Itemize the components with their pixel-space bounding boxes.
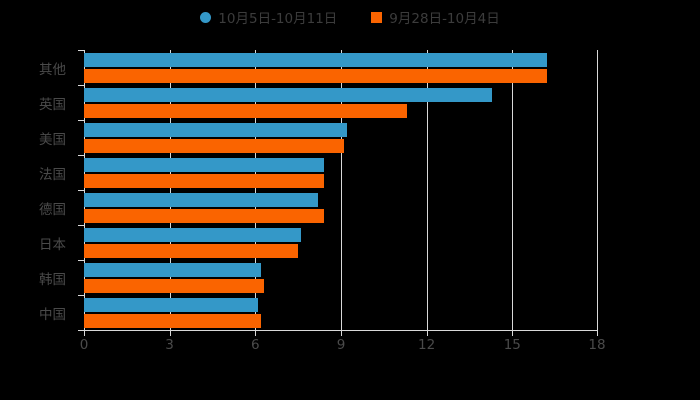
bar-英国-series-1[interactable]: [84, 87, 493, 102]
square-marker-icon: [371, 11, 383, 23]
y-tick-1: [78, 85, 84, 86]
gridline-18: [597, 50, 598, 330]
y-axis-labels: 其他 英国 美国 法国 德国 日本 韩国 中国: [0, 50, 76, 330]
y-tick-2: [78, 120, 84, 121]
gridline-12: [426, 50, 428, 330]
y-axis-label-7: 中国: [39, 306, 66, 323]
x-tick-label-3: 9: [336, 337, 346, 353]
legend-label-series-2: 9月28日-10月4日: [389, 11, 500, 27]
y-axis-label-3: 法国: [39, 166, 66, 183]
x-tick-mark-4: [426, 330, 428, 336]
bar-日本-series-1[interactable]: [84, 227, 302, 242]
circle-marker-icon: [200, 11, 212, 23]
plot-area: [78, 50, 598, 331]
legend-item-series-1[interactable]: 10月5日-10月11日: [200, 7, 337, 27]
bar-韩国-series-2[interactable]: [84, 278, 264, 293]
x-tick-label-4: 12: [418, 337, 436, 353]
y-axis-label-2: 美国: [39, 131, 66, 148]
gridline-9: [341, 50, 342, 330]
y-axis-label-1: 英国: [39, 96, 66, 113]
x-tick-label-2: 6: [251, 337, 260, 353]
bar-韩国-series-1[interactable]: [84, 262, 262, 277]
bar-德国-series-1[interactable]: [84, 192, 319, 207]
x-tick-label-5: 15: [503, 337, 521, 353]
x-axis: 0 3 6 9 12 15 18: [80, 330, 606, 358]
legend-label-series-1: 10月5日-10月11日: [218, 11, 338, 27]
bar-中国-series-1[interactable]: [84, 297, 259, 312]
y-tick-6: [78, 260, 84, 261]
x-tick-label-6: 18: [588, 337, 606, 353]
bar-美国-series-2[interactable]: [84, 138, 344, 153]
chart-legend: 10月5日-10月11日 9月28日-10月4日: [0, 4, 700, 30]
gridline-3: [169, 50, 171, 330]
bar-法国-series-2[interactable]: [84, 173, 324, 188]
x-tick-mark-1: [169, 330, 171, 336]
x-tick-mark-5: [512, 330, 514, 336]
y-tick-8: [78, 330, 84, 331]
bar-德国-series-2[interactable]: [84, 208, 324, 223]
bar-英国-series-2[interactable]: [84, 103, 407, 118]
bar-法国-series-1[interactable]: [84, 157, 324, 172]
y-tick-0: [78, 50, 84, 51]
x-tick-label-0: 0: [79, 337, 89, 353]
y-tick-7: [78, 295, 84, 296]
x-tick-mark-2: [255, 330, 257, 336]
gridline-6: [255, 50, 257, 330]
y-tick-5: [78, 225, 84, 226]
x-tick-mark-0: [84, 330, 85, 336]
y-axis-label-4: 德国: [39, 201, 66, 218]
y-axis-label-0: 其他: [39, 61, 66, 78]
legend-item-series-2[interactable]: 9月28日-10月4日: [371, 7, 500, 27]
bar-其他-series-2[interactable]: [84, 68, 547, 83]
y-tick-4: [78, 190, 84, 191]
x-tick-mark-6: [597, 330, 598, 336]
y-tick-3: [78, 155, 84, 156]
bar-中国-series-2[interactable]: [84, 313, 262, 328]
gridline-15: [512, 50, 514, 330]
y-axis-label-6: 韩国: [39, 271, 66, 288]
bar-日本-series-2[interactable]: [84, 243, 299, 258]
x-tick-mark-3: [341, 330, 342, 336]
bar-其他-series-1[interactable]: [84, 52, 547, 67]
x-tick-label-1: 3: [165, 337, 174, 353]
bar-美国-series-1[interactable]: [84, 122, 347, 137]
y-axis-label-5: 日本: [39, 236, 66, 253]
y-axis-line: [84, 50, 85, 330]
